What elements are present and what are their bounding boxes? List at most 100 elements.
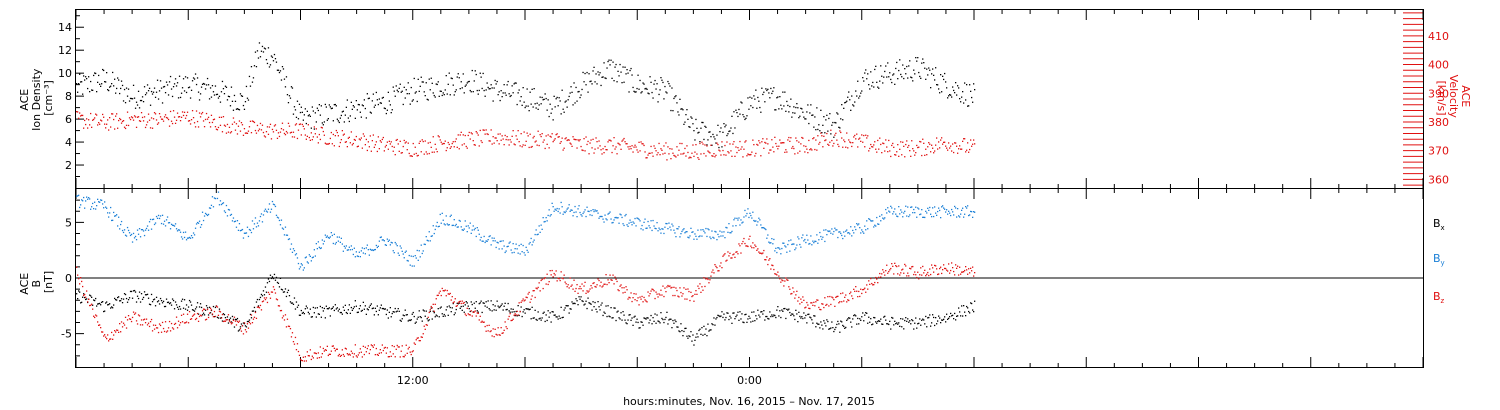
velocity-point xyxy=(397,143,399,145)
by-point xyxy=(504,251,506,254)
density-point xyxy=(592,70,594,72)
velocity-point xyxy=(864,146,866,148)
velocity-point xyxy=(244,132,247,134)
velocity-point xyxy=(599,145,601,147)
bz-point xyxy=(123,324,126,326)
density-point xyxy=(745,117,747,119)
velocity-point xyxy=(455,138,457,140)
bfield-axis-title-line: B xyxy=(30,280,43,288)
bx-point xyxy=(411,313,413,315)
velocity-point xyxy=(337,135,339,137)
bx-point xyxy=(526,308,528,310)
velocity-point xyxy=(120,118,122,121)
velocity-point xyxy=(815,139,817,141)
density-point xyxy=(668,83,670,85)
by-point xyxy=(453,219,455,221)
by-point xyxy=(337,240,339,242)
density-point xyxy=(730,127,732,129)
bx-point xyxy=(249,313,252,316)
bx-point xyxy=(333,309,335,312)
bx-point xyxy=(441,313,443,315)
bz-point xyxy=(767,263,769,266)
velocity-point xyxy=(469,138,471,140)
by-point xyxy=(84,207,86,209)
bz-point xyxy=(316,357,318,359)
density-point xyxy=(650,81,652,83)
density-point xyxy=(192,77,195,79)
velocity-point xyxy=(742,156,744,158)
legend-by: By xyxy=(1433,252,1445,267)
bz-point xyxy=(770,268,772,270)
velocity-point xyxy=(719,150,721,152)
bx-point xyxy=(283,291,286,293)
bz-point xyxy=(532,290,534,292)
by-point xyxy=(535,229,537,231)
velocity-point xyxy=(942,143,944,145)
bz-point xyxy=(314,352,316,354)
bz-point xyxy=(774,273,776,275)
by-point xyxy=(173,225,176,227)
by-point xyxy=(462,229,464,231)
bx-point xyxy=(565,305,567,307)
by-point xyxy=(899,213,901,215)
density-point xyxy=(601,76,603,78)
velocity-point xyxy=(330,131,332,134)
by-point xyxy=(852,229,854,232)
by-point xyxy=(674,232,676,234)
by-point xyxy=(833,230,835,233)
density-point xyxy=(147,90,150,92)
density-point xyxy=(861,90,863,92)
bx-point xyxy=(801,316,803,318)
velocity-point xyxy=(419,140,421,142)
velocity-point xyxy=(852,142,854,144)
density-point xyxy=(922,58,924,60)
velocity-point xyxy=(243,128,246,130)
density-point xyxy=(153,87,156,89)
velocity-point xyxy=(703,152,705,155)
velocity-point xyxy=(673,154,675,157)
by-point xyxy=(683,228,685,230)
velocity-point xyxy=(922,138,924,140)
bz-point xyxy=(679,287,681,289)
by-point xyxy=(106,207,108,209)
bz-point xyxy=(196,312,199,315)
bx-point xyxy=(376,305,378,307)
by-point xyxy=(477,229,479,231)
bz-point xyxy=(865,291,867,293)
velocity-point xyxy=(459,134,461,136)
by-point xyxy=(444,224,446,226)
by-point xyxy=(897,215,899,218)
bx-point xyxy=(670,318,672,320)
velocity-point xyxy=(185,114,188,117)
bz-point xyxy=(484,325,486,328)
by-point xyxy=(763,227,765,229)
bz-point xyxy=(183,322,186,324)
bz-point xyxy=(913,273,915,276)
by-point xyxy=(137,233,140,235)
velocity-point xyxy=(327,143,329,145)
bz-point xyxy=(350,350,352,352)
by-point xyxy=(861,229,863,231)
bz-point xyxy=(520,301,522,303)
by-point xyxy=(306,261,308,263)
bx-point xyxy=(430,307,432,309)
by-point xyxy=(701,235,703,237)
bx-point xyxy=(85,298,87,301)
density-point xyxy=(893,73,895,75)
velocity-point xyxy=(859,137,861,139)
density-point xyxy=(739,113,741,115)
bz-point xyxy=(630,292,632,294)
bx-point xyxy=(902,318,904,320)
velocity-point xyxy=(168,125,171,127)
velocity-point xyxy=(204,118,207,121)
bz-point xyxy=(558,278,560,280)
bx-point xyxy=(636,318,638,320)
velocity-point xyxy=(266,126,269,128)
bx-point xyxy=(190,304,193,306)
bx-point xyxy=(948,317,950,319)
velocity-point xyxy=(539,134,541,136)
density-point xyxy=(149,104,152,106)
by-point xyxy=(607,213,609,215)
bx-point xyxy=(352,307,354,310)
density-tick-label: 4 xyxy=(65,136,72,149)
